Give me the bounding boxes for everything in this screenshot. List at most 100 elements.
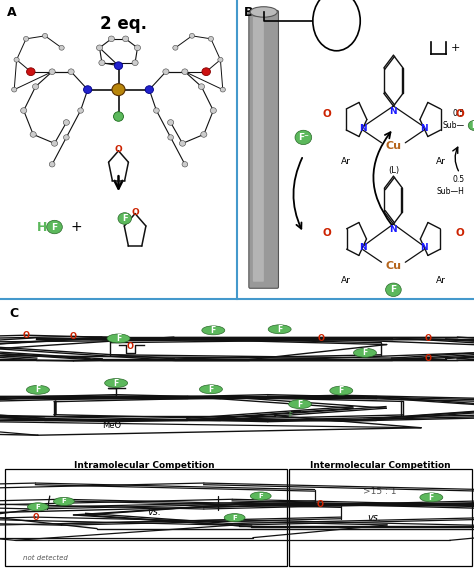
Text: F: F <box>289 412 292 418</box>
Text: O: O <box>70 332 77 341</box>
Ellipse shape <box>179 141 186 146</box>
Circle shape <box>313 0 360 51</box>
Ellipse shape <box>112 84 125 96</box>
Ellipse shape <box>14 57 19 62</box>
Ellipse shape <box>30 131 36 137</box>
Ellipse shape <box>182 162 188 167</box>
Ellipse shape <box>468 121 474 130</box>
Text: F: F <box>210 326 216 335</box>
Ellipse shape <box>268 325 291 334</box>
Ellipse shape <box>114 62 123 69</box>
Ellipse shape <box>210 108 216 113</box>
Text: Ar: Ar <box>436 157 446 166</box>
Text: vs.: vs. <box>367 513 382 523</box>
Ellipse shape <box>78 108 83 113</box>
Ellipse shape <box>83 86 92 93</box>
Text: F: F <box>428 493 434 502</box>
Text: O: O <box>229 516 236 524</box>
Ellipse shape <box>51 141 58 146</box>
Ellipse shape <box>49 69 55 75</box>
Ellipse shape <box>330 386 353 395</box>
Text: O: O <box>323 109 331 118</box>
Ellipse shape <box>168 135 173 140</box>
Ellipse shape <box>200 385 222 394</box>
Ellipse shape <box>168 119 173 125</box>
Text: 2 eq.: 2 eq. <box>100 15 147 33</box>
Ellipse shape <box>420 493 443 502</box>
Ellipse shape <box>220 87 226 92</box>
Text: F: F <box>35 385 41 394</box>
Ellipse shape <box>118 213 131 224</box>
Text: O: O <box>115 145 122 154</box>
Ellipse shape <box>27 385 49 394</box>
Text: N: N <box>390 225 397 234</box>
Ellipse shape <box>182 69 188 75</box>
Ellipse shape <box>21 108 27 113</box>
Ellipse shape <box>68 69 74 75</box>
Text: vs.: vs. <box>147 507 161 517</box>
Text: F: F <box>277 325 283 334</box>
Text: O: O <box>32 513 39 522</box>
Text: O: O <box>127 341 134 351</box>
Ellipse shape <box>113 112 123 121</box>
Text: F: F <box>297 399 303 409</box>
Text: F: F <box>471 121 474 130</box>
Text: O: O <box>323 228 331 238</box>
Text: N: N <box>359 244 366 253</box>
Text: N: N <box>420 244 428 253</box>
Text: F: F <box>122 214 128 223</box>
Text: >15 : 1: >15 : 1 <box>364 486 397 496</box>
Ellipse shape <box>105 378 128 387</box>
Text: O: O <box>318 335 325 344</box>
Text: F: F <box>391 285 396 294</box>
Ellipse shape <box>218 57 223 62</box>
Ellipse shape <box>224 514 245 522</box>
Ellipse shape <box>209 36 213 41</box>
Ellipse shape <box>96 45 102 51</box>
Ellipse shape <box>11 87 17 92</box>
Ellipse shape <box>189 34 194 38</box>
Text: Sub—H: Sub—H <box>437 187 465 196</box>
Text: (L): (L) <box>388 166 399 175</box>
Ellipse shape <box>201 131 207 137</box>
Text: F: F <box>62 498 66 505</box>
Ellipse shape <box>49 162 55 167</box>
Text: +: + <box>450 43 460 53</box>
FancyBboxPatch shape <box>249 10 279 288</box>
Text: F: F <box>208 385 214 394</box>
Text: C: C <box>9 307 18 320</box>
Ellipse shape <box>250 492 271 500</box>
Text: F: F <box>52 222 57 232</box>
Ellipse shape <box>295 130 312 145</box>
Text: O: O <box>131 208 139 217</box>
Text: O: O <box>425 335 432 344</box>
Text: O: O <box>317 500 323 509</box>
Text: Cu: Cu <box>385 261 401 271</box>
Ellipse shape <box>107 334 130 343</box>
Text: F⁻: F⁻ <box>298 133 309 142</box>
Ellipse shape <box>43 34 47 38</box>
Text: F: F <box>232 514 237 521</box>
Ellipse shape <box>122 36 128 42</box>
Text: F: F <box>258 493 263 499</box>
Text: O: O <box>23 331 29 340</box>
Ellipse shape <box>154 108 159 113</box>
Text: O: O <box>456 109 464 118</box>
Text: N: N <box>359 124 366 133</box>
Ellipse shape <box>202 68 210 76</box>
Ellipse shape <box>385 283 401 296</box>
Text: F: F <box>116 334 121 343</box>
FancyBboxPatch shape <box>253 17 264 282</box>
FancyBboxPatch shape <box>5 469 287 566</box>
Text: MeO: MeO <box>102 421 121 430</box>
Ellipse shape <box>135 45 140 51</box>
Ellipse shape <box>173 46 178 50</box>
Text: Ar: Ar <box>341 277 351 285</box>
Ellipse shape <box>145 86 154 93</box>
Ellipse shape <box>54 497 74 505</box>
Ellipse shape <box>27 503 48 511</box>
Text: O: O <box>456 228 464 238</box>
Text: F: F <box>338 386 344 395</box>
Text: N: N <box>420 124 428 133</box>
Ellipse shape <box>108 36 115 42</box>
